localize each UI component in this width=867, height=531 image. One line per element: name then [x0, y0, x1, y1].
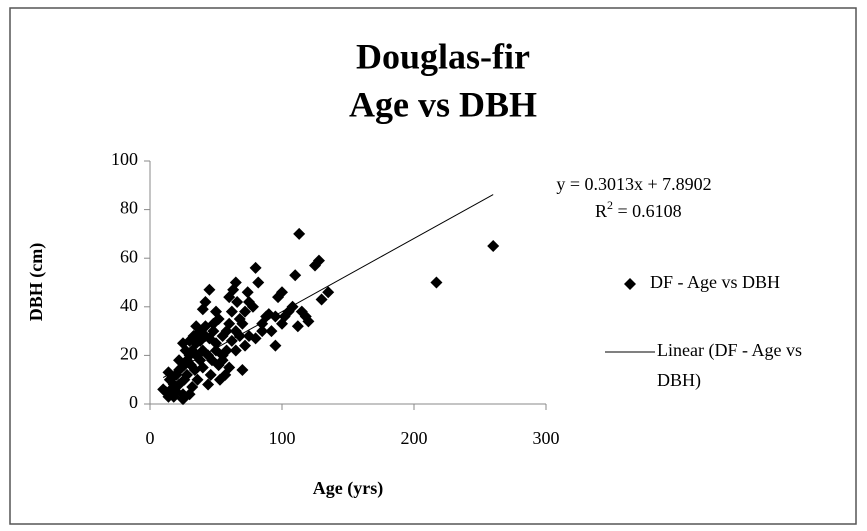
point [203, 332, 216, 345]
legend-label-line: DBH) [657, 370, 701, 391]
point [223, 291, 236, 304]
point [191, 373, 204, 386]
point [293, 227, 306, 240]
point [322, 286, 335, 299]
r2-sup: 2 [607, 198, 613, 212]
point [256, 325, 269, 338]
trend-line [162, 194, 494, 378]
point [210, 344, 222, 357]
chart-title: Age vs DBH [349, 84, 537, 124]
point [204, 368, 217, 381]
y-tick-label: 60 [120, 246, 138, 266]
legend-marker [624, 278, 636, 290]
x-axis-title: Age (yrs) [313, 478, 383, 499]
point [272, 291, 285, 304]
point [249, 332, 262, 345]
point [216, 354, 229, 367]
y-tick-label: 20 [120, 344, 138, 364]
y-tick-label: 0 [129, 392, 138, 412]
trend-r2: R2 = 0.6108 [595, 198, 682, 221]
point [241, 286, 254, 299]
point [252, 276, 265, 289]
point [196, 303, 209, 316]
point [289, 269, 302, 282]
point [187, 329, 200, 342]
point [430, 276, 443, 289]
point [239, 305, 252, 318]
point [190, 320, 203, 333]
point [225, 305, 238, 318]
point [249, 261, 262, 274]
chart-title: Douglas-fir [356, 36, 530, 76]
point [178, 359, 191, 372]
point [186, 380, 199, 393]
point [309, 259, 321, 272]
legend-label-line: Linear (DF - Age vs [657, 340, 802, 361]
y-tick-label: 40 [120, 295, 138, 315]
point [233, 312, 246, 325]
x-tick-label: 200 [401, 428, 428, 448]
point [157, 383, 170, 396]
point [269, 339, 282, 352]
point [291, 320, 304, 333]
point [206, 354, 219, 367]
point [202, 378, 215, 391]
x-tick-label: 0 [146, 428, 155, 448]
point [223, 317, 236, 330]
point [203, 283, 216, 296]
point [190, 349, 203, 362]
y-tick-label: 80 [120, 198, 138, 218]
chart-border [9, 7, 857, 525]
point [265, 325, 278, 338]
point [229, 344, 242, 357]
x-tick-label: 300 [533, 428, 560, 448]
y-tick-label: 100 [111, 149, 138, 169]
point [162, 366, 175, 379]
x-tick-label: 100 [269, 428, 296, 448]
legend-label: DF - Age vs DBH [650, 272, 780, 292]
point [315, 293, 328, 306]
point [236, 363, 249, 376]
point [179, 344, 192, 357]
point [299, 310, 312, 323]
point [278, 310, 291, 323]
point [213, 373, 226, 386]
point [231, 295, 244, 308]
point [184, 359, 197, 372]
trend-equation: y = 0.3013x + 7.8902 [556, 174, 711, 194]
point [199, 320, 212, 333]
r2-rest: = 0.6108 [613, 201, 682, 221]
r2-text: R [595, 201, 607, 221]
point [487, 240, 500, 253]
point [243, 295, 255, 308]
point [239, 339, 252, 352]
y-axis-title: DBH (cm) [26, 243, 47, 321]
legend-label: Linear (DF - Age vs DBH) [657, 340, 802, 391]
